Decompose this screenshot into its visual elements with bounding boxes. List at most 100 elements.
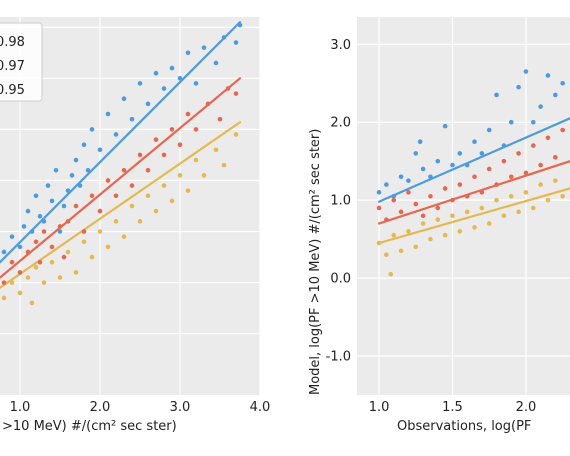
left-yellow-point bbox=[193, 157, 199, 163]
left-blue-point bbox=[1, 249, 7, 255]
left-yellow-point bbox=[81, 239, 87, 245]
left-yellow-point bbox=[65, 249, 71, 255]
left-blue-point bbox=[233, 40, 239, 45]
right-x-axis-label: Observations, log(PF bbox=[397, 419, 531, 434]
left-blue-point bbox=[9, 234, 15, 239]
right-yellow-point bbox=[560, 193, 565, 199]
left-blue-point bbox=[81, 142, 87, 148]
left-red-point bbox=[121, 167, 127, 173]
left-x-tick-label: 1.0 bbox=[10, 400, 31, 415]
right-red-point bbox=[442, 186, 448, 191]
right-blue-point bbox=[435, 158, 441, 164]
left-blue-point bbox=[237, 22, 243, 28]
left-blue-point bbox=[153, 70, 159, 76]
right-blue-point bbox=[384, 182, 389, 187]
right-red-point bbox=[391, 197, 397, 203]
left-yellow-point bbox=[161, 183, 167, 188]
left-red-point bbox=[1, 280, 7, 285]
right-blue-point bbox=[376, 190, 382, 195]
left-x-tick-label: 3.0 bbox=[170, 400, 191, 415]
right-red-point bbox=[428, 193, 433, 199]
left-points bbox=[1, 22, 243, 306]
right-yellow-point bbox=[391, 232, 397, 238]
left-blue-point bbox=[33, 193, 39, 199]
right-red-point bbox=[450, 197, 455, 203]
right-yellow-point bbox=[398, 248, 404, 254]
right-blue-fit-line bbox=[377, 117, 570, 203]
left-blue-point bbox=[113, 132, 119, 137]
left-blue-point bbox=[17, 244, 23, 250]
right-y-axis-label: Model, log(PF >10 MeV) #/(cm² sec ster) bbox=[308, 129, 323, 395]
right-red-point bbox=[435, 205, 441, 211]
legend-box bbox=[0, 22, 43, 102]
right-red-point bbox=[553, 154, 558, 160]
right-blue-point bbox=[398, 174, 404, 180]
right-blue-point bbox=[413, 151, 419, 156]
legend-entry-0: 0.98 bbox=[0, 35, 25, 50]
right-red-point bbox=[486, 166, 492, 172]
left-blue-point bbox=[45, 183, 51, 188]
right-blue-point bbox=[545, 73, 551, 78]
left-blue-point bbox=[65, 188, 71, 193]
right-blue-point bbox=[472, 139, 477, 145]
left-red-point bbox=[41, 229, 47, 234]
legend-entry-1: 0.97 bbox=[0, 59, 25, 74]
right-red-fit-line bbox=[377, 160, 570, 225]
left-x-tick-label: 2.0 bbox=[90, 400, 111, 415]
left-yellow-point bbox=[1, 295, 7, 301]
left-red-point bbox=[217, 116, 223, 122]
left-red-point bbox=[129, 183, 135, 188]
right-y-tick-label: 2.0 bbox=[330, 116, 351, 131]
left-red-point bbox=[37, 259, 43, 265]
right-y-tick-label: 1.0 bbox=[330, 194, 351, 209]
right-blue-point bbox=[457, 151, 463, 156]
left-x-tick-label: 4.0 bbox=[250, 400, 271, 415]
right-x-tick-label: 2.0 bbox=[516, 400, 537, 415]
left-blue-point bbox=[53, 167, 59, 173]
left-red-point bbox=[193, 127, 199, 132]
right-red-point bbox=[420, 213, 426, 219]
right-red-point bbox=[472, 174, 477, 180]
right-red-point bbox=[508, 174, 514, 180]
left-yellow-point bbox=[73, 270, 79, 275]
left-blue-point bbox=[85, 167, 91, 173]
right-red-point bbox=[413, 201, 419, 207]
left-yellow-point bbox=[57, 275, 63, 280]
right-blue-point bbox=[417, 139, 423, 145]
left-yellow-point bbox=[145, 193, 151, 199]
right-red-point bbox=[530, 143, 536, 148]
right-red-point bbox=[406, 190, 411, 195]
left-blue-point bbox=[177, 75, 183, 81]
right-yellow-point bbox=[538, 182, 543, 187]
left-red-point bbox=[105, 178, 111, 183]
left-x-axis-label: >10 MeV) #/(cm² sec ster) bbox=[2, 419, 177, 434]
left-yellow-point bbox=[185, 188, 191, 193]
right-red-point bbox=[538, 162, 543, 168]
left-red-point bbox=[9, 259, 15, 265]
left-blue-point bbox=[49, 198, 55, 204]
right-blue-point bbox=[442, 123, 448, 129]
left-red-point bbox=[169, 127, 175, 132]
right-red-point bbox=[494, 182, 499, 187]
right-yellow-point bbox=[435, 217, 441, 222]
left-red-point bbox=[65, 219, 71, 224]
left-red-point bbox=[137, 152, 143, 158]
right-yellow-point bbox=[428, 236, 433, 242]
right-yellow-point bbox=[479, 205, 485, 211]
right-blue-point bbox=[391, 193, 397, 199]
left-blue-point bbox=[61, 203, 67, 209]
left-tick-labels: 1.0 2.0 3.0 4.0 bbox=[10, 400, 271, 415]
right-yellow-point bbox=[384, 252, 389, 258]
right-red-point bbox=[464, 193, 470, 199]
left-blue-point bbox=[69, 173, 75, 178]
left-red-point bbox=[81, 229, 87, 234]
left-red-point bbox=[145, 167, 151, 173]
right-blue-point bbox=[508, 119, 514, 125]
left-blue-point bbox=[201, 45, 207, 50]
left-yellow-point bbox=[221, 162, 227, 168]
right-blue-point bbox=[560, 80, 565, 86]
right-yellow-point bbox=[508, 193, 514, 199]
left-yellow-point bbox=[17, 290, 23, 296]
right-yellow-point bbox=[501, 213, 507, 219]
